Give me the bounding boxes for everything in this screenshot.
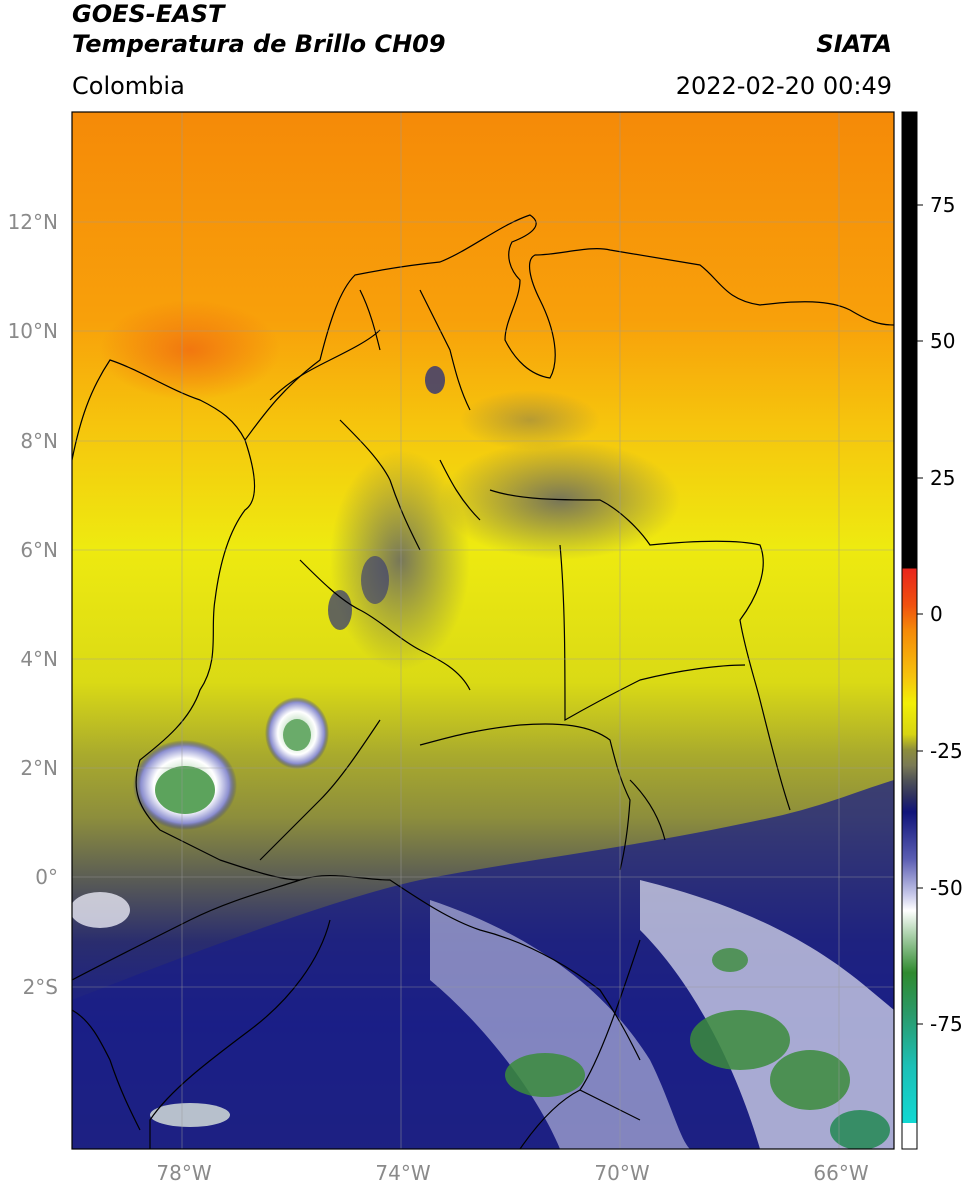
datetime-label: 2022-02-20 00:49	[675, 72, 892, 100]
lon-label: 74°W	[375, 1161, 430, 1185]
graticule	[72, 112, 894, 1149]
lat-label: 8°N	[20, 429, 58, 453]
country-borders	[72, 214, 894, 1149]
colorbar-tick: 75	[930, 193, 955, 217]
colorbar-tick: 50	[930, 329, 955, 353]
map-frame	[71, 111, 895, 1150]
colorbar-tick: 25	[930, 466, 955, 490]
colorbar-tick: -25	[930, 739, 963, 763]
latitude-labels: 12°N 10°N 8°N 6°N 4°N 2°N 0° 2°S	[8, 210, 58, 999]
longitude-labels: 78°W 74°W 70°W 66°W	[156, 1161, 868, 1185]
region-label: Colombia	[72, 72, 185, 100]
lat-label: 6°N	[20, 538, 58, 562]
temperature-colorbar: 75 50 25 0 -25 -50 -75	[901, 111, 963, 1150]
colorbar-tick: 0	[930, 602, 943, 626]
agency-label: SIATA	[816, 30, 892, 58]
lat-label: 2°S	[23, 975, 58, 999]
lon-label: 78°W	[156, 1161, 211, 1185]
lat-label: 0°	[35, 865, 58, 889]
lat-label: 10°N	[8, 319, 58, 343]
lat-label: 12°N	[8, 210, 58, 234]
satellite-title: GOES-EAST	[72, 0, 225, 28]
satellite-imagery	[72, 112, 894, 1149]
lon-label: 70°W	[594, 1161, 649, 1185]
colorbar-tick: -75	[930, 1012, 963, 1036]
lat-label: 2°N	[20, 756, 58, 780]
product-title: Temperatura de Brillo CH09	[72, 30, 446, 58]
lat-label: 4°N	[20, 647, 58, 671]
lon-label: 66°W	[813, 1161, 868, 1185]
colorbar-tick: -50	[930, 876, 963, 900]
